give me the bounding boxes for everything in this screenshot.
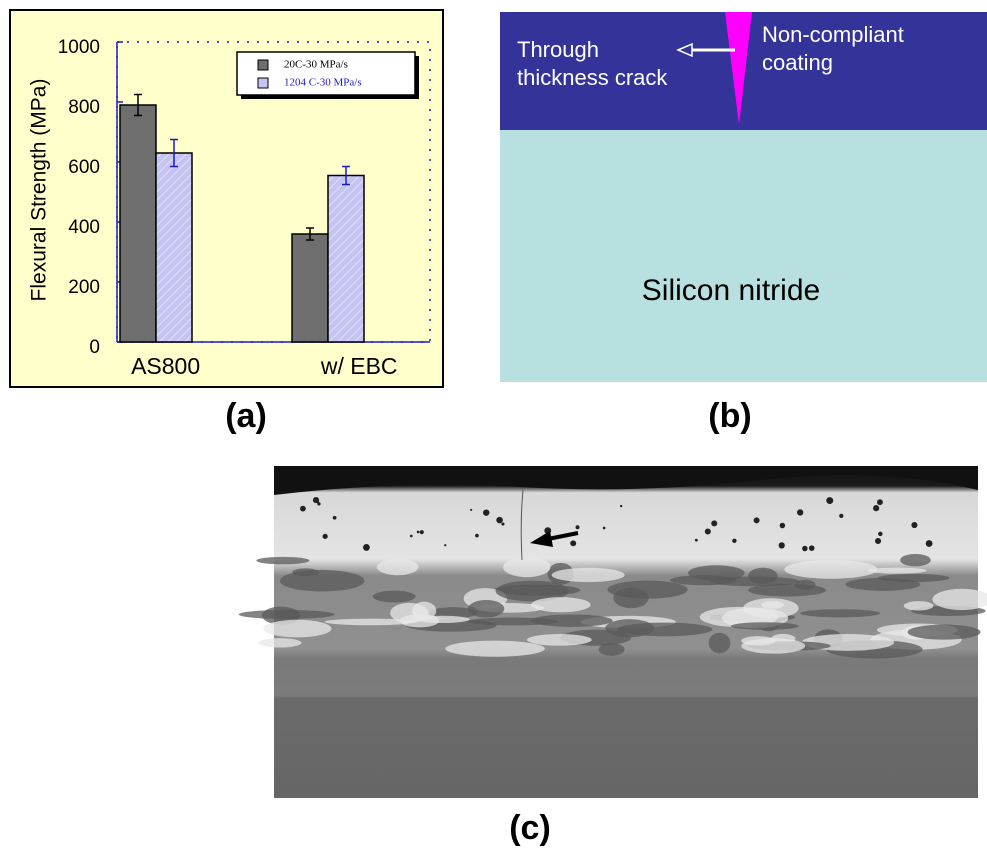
pore [363,544,370,551]
legend-label: 20C-30 MPa/s [284,59,348,71]
grain [377,559,419,575]
legend-label: 1204 C-30 MPa/s [284,77,362,89]
grain [784,560,877,579]
pore [839,514,843,518]
bar [328,176,364,343]
grain [468,618,558,626]
y-tick-label: 800 [68,97,100,118]
pore [603,527,606,530]
grain [503,557,550,577]
grain [258,638,301,647]
pore [313,497,319,503]
pore [797,509,803,515]
pore [470,509,472,511]
grain [908,625,981,640]
grain [605,619,654,637]
grain [900,554,931,566]
grain [748,568,777,584]
pore [705,528,711,534]
pore [911,522,917,528]
panel-label: (c) [509,809,551,847]
grain [613,588,648,609]
pore [501,522,504,525]
pore [444,544,446,546]
y-tick-label: 1000 [58,37,100,58]
y-tick-label: 600 [68,157,100,178]
panel-label: (b) [708,397,751,435]
bar [120,105,156,342]
pore [877,499,883,505]
panel-label: (a) [225,397,267,435]
bar [156,153,192,342]
pore [875,538,881,544]
grain [280,570,365,592]
grain [748,584,826,597]
pore [873,505,879,511]
y-tick-label: 400 [68,217,100,238]
pore [570,540,576,546]
grain [256,557,309,564]
bar [292,234,328,342]
grain [845,578,920,591]
pore [802,546,807,551]
pore [410,535,413,538]
substrate-layer [500,130,987,382]
grain [800,609,880,617]
pore [620,505,622,507]
y-axis-label: Flexural Strength (MPa) [28,79,51,302]
pore [926,540,933,547]
pore [754,517,760,523]
grain [709,633,731,653]
x-tick-label: AS800 [131,353,200,379]
pore [826,497,833,504]
y-tick-label: 0 [89,337,100,358]
grain [552,568,625,582]
grain [904,601,934,610]
pore [779,542,785,548]
pore [496,517,503,524]
pore [420,530,424,534]
pore [711,520,717,526]
grain [527,634,592,646]
pore [780,523,786,529]
pore [732,539,736,543]
grain [599,643,625,656]
legend-swatch [258,60,268,70]
substrate-label: Silicon nitride [642,274,820,307]
pore [809,545,815,551]
figure: Flexural Strength (MPa) 0 200 400 600 800 100… [0,0,987,850]
grain [670,575,736,585]
legend-swatch [258,78,268,88]
pore [576,525,580,529]
pore [475,534,479,538]
pore [300,506,306,512]
grain [239,610,335,619]
y-tick-label: 200 [68,277,100,298]
grain [468,600,504,618]
grain [531,597,591,612]
grain [390,603,429,623]
grain [731,622,799,630]
grain [373,591,416,603]
grain [743,598,798,618]
pore [695,539,698,542]
grain [445,641,545,657]
x-tick-label: w/ EBC [320,353,398,379]
pore [417,531,420,534]
pore [333,516,337,520]
pore [483,509,489,515]
pore [323,534,328,539]
grain [263,620,331,638]
grain [741,638,805,653]
pore [878,532,882,536]
